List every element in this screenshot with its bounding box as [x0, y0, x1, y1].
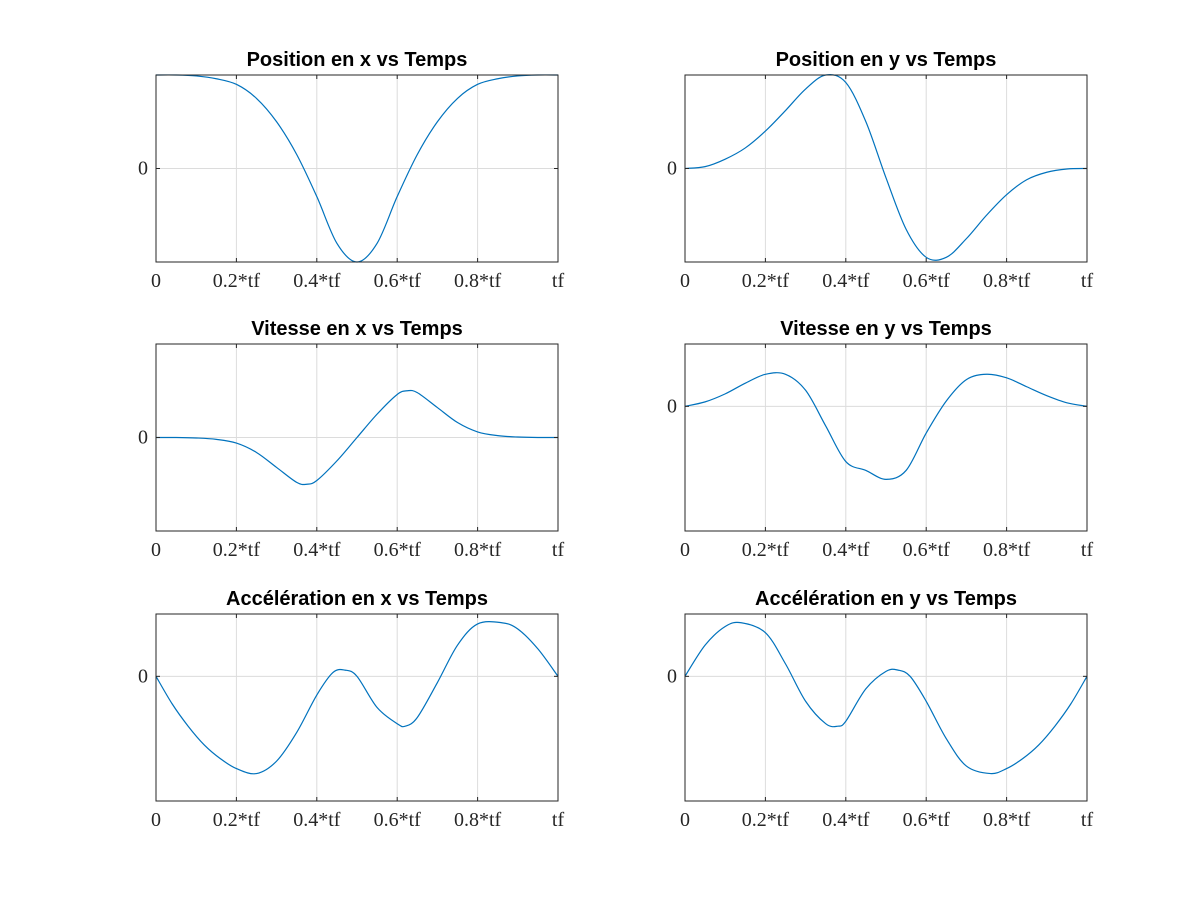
x-tick-label: 0.2*tf	[742, 539, 790, 561]
x-tick-label: tf	[552, 270, 565, 292]
x-tick-label: 0.8*tf	[983, 270, 1031, 292]
chart-panel-vit-x: 0 0.2*tf 0.4*tf 0.6*tf 0.8*tf tf 0 Vitesse en x…	[138, 318, 564, 561]
axes-border	[684, 613, 1088, 802]
chart-panel-acc-y: 0 0.2*tf 0.4*tf 0.6*tf 0.8*tf tf 0 Accélération…	[667, 588, 1093, 831]
chart-title: Position en x vs Temps	[247, 49, 468, 71]
x-tick-label: 0.4*tf	[293, 270, 341, 292]
x-tick-label: 0.4*tf	[822, 539, 870, 561]
chart-panel-acc-x: 0 0.2*tf 0.4*tf 0.6*tf 0.8*tf tf 0 Accélération…	[138, 588, 564, 831]
x-tick-label: tf	[552, 539, 565, 561]
x-tick-label: 0.8*tf	[454, 809, 502, 831]
series-line	[155, 621, 559, 775]
axes-box	[684, 343, 1088, 532]
x-tick-label: 0.6*tf	[374, 270, 422, 292]
x-tick-label: tf	[1081, 809, 1094, 831]
y-tick-label: 0	[138, 665, 148, 687]
chart-title: Accélération en x vs Temps	[226, 588, 488, 610]
chart-title: Position en y vs Temps	[776, 49, 997, 71]
y-tick-label: 0	[667, 158, 677, 180]
y-tick-label: 0	[138, 427, 148, 449]
chart-panel-vit-y: 0 0.2*tf 0.4*tf 0.6*tf 0.8*tf tf 0 Vitesse en y…	[667, 318, 1093, 561]
chart-panel-pos-y: 0 0.2*tf 0.4*tf 0.6*tf 0.8*tf tf 0 Position en …	[667, 49, 1093, 292]
x-tick-label: 0.4*tf	[822, 809, 870, 831]
x-tick-label: tf	[1081, 270, 1094, 292]
x-tick-label: 0.2*tf	[213, 809, 261, 831]
axes-border	[155, 613, 559, 802]
x-tick-label: 0.6*tf	[903, 539, 951, 561]
x-tick-label: 0.2*tf	[742, 809, 790, 831]
series-line	[684, 74, 1088, 261]
x-tick-label: 0.4*tf	[293, 539, 341, 561]
axes-box	[684, 613, 1088, 802]
x-tick-label: 0	[151, 539, 161, 561]
x-tick-label: tf	[552, 809, 565, 831]
chart-title: Accélération en y vs Temps	[755, 588, 1017, 610]
x-tick-label: 0.4*tf	[293, 809, 341, 831]
x-tick-label: 0.8*tf	[454, 270, 502, 292]
x-tick-label: 0.8*tf	[983, 809, 1031, 831]
x-tick-label: 0.2*tf	[213, 539, 261, 561]
x-tick-label: 0.2*tf	[742, 270, 790, 292]
chart-title: Vitesse en y vs Temps	[780, 318, 992, 340]
y-tick-label: 0	[138, 158, 148, 180]
x-tick-label: 0.6*tf	[374, 809, 422, 831]
axes-box	[155, 613, 559, 802]
x-tick-label: 0	[151, 270, 161, 292]
x-tick-label: 0	[680, 270, 690, 292]
x-tick-label: 0	[680, 809, 690, 831]
chart-title: Vitesse en x vs Temps	[251, 318, 463, 340]
axes-border	[684, 343, 1088, 532]
x-tick-label: 0	[151, 809, 161, 831]
x-tick-label: 0.8*tf	[983, 539, 1031, 561]
chart-panel-pos-x: 0 0.2*tf 0.4*tf 0.6*tf 0.8*tf tf 0 Position en …	[138, 49, 564, 292]
x-tick-label: 0.4*tf	[822, 270, 870, 292]
x-tick-label: 0	[680, 539, 690, 561]
x-tick-label: 0.6*tf	[903, 809, 951, 831]
y-tick-label: 0	[667, 395, 677, 417]
series-line	[155, 389, 559, 486]
x-tick-label: 0.6*tf	[374, 539, 422, 561]
x-tick-label: 0.8*tf	[454, 539, 502, 561]
x-tick-label: 0.6*tf	[903, 270, 951, 292]
series-line	[684, 621, 1088, 775]
x-tick-label: tf	[1081, 539, 1094, 561]
y-tick-label: 0	[667, 665, 677, 687]
x-tick-label: 0.2*tf	[213, 270, 261, 292]
series-line	[684, 372, 1088, 480]
